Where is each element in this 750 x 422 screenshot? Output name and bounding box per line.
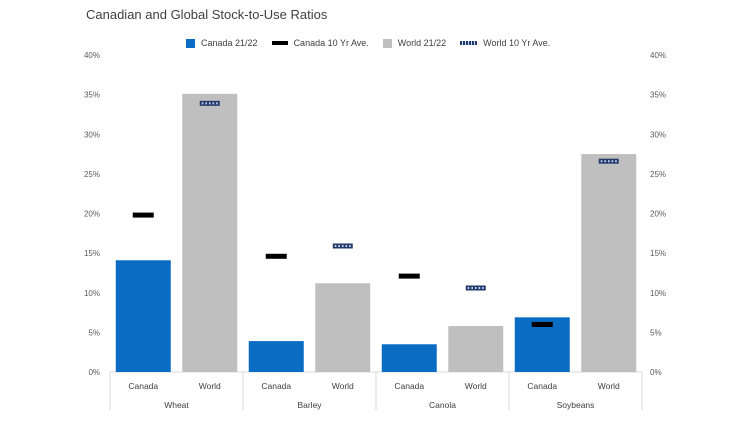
world-2122-bar-wheat <box>182 93 238 373</box>
world-10yr-marker-stipple <box>205 102 207 105</box>
x-group-label-soybeans: Soybeans <box>557 400 595 410</box>
x-sub-label-canada: Canada <box>128 381 158 391</box>
y-tick-label-left: 5% <box>88 328 100 337</box>
y-tick-label-right: 15% <box>650 249 666 258</box>
y-tick-label-left: 0% <box>88 368 100 377</box>
legend-item-canada-2122: Canada 21/22 <box>186 38 258 48</box>
canada-2122-bar-wheat <box>115 260 171 372</box>
world-10yr-marker-stipple <box>345 244 348 247</box>
world-10yr-marker-stipple <box>474 286 477 289</box>
legend-swatch-canada-10yr <box>271 41 288 45</box>
world-10yr-marker-stipple <box>208 102 211 105</box>
world-10yr-marker-stipple <box>604 160 606 163</box>
canada-2122-bar-barley <box>248 341 304 372</box>
world-10yr-marker-stipple <box>338 244 340 247</box>
x-sub-label-canada: Canada <box>394 381 424 391</box>
y-tick-label-left: 20% <box>84 210 100 219</box>
chart-title: Canadian and Global Stock-to-Use Ratios <box>86 7 328 22</box>
x-sub-label-canada: Canada <box>527 381 557 391</box>
y-tick-label-left: 30% <box>84 130 100 139</box>
world-10yr-marker-stipple <box>467 286 470 289</box>
x-group-label-wheat: Wheat <box>164 400 189 410</box>
x-sub-label-canada: Canada <box>261 381 291 391</box>
y-tick-label-left: 35% <box>84 91 100 100</box>
world-10yr-marker-stipple <box>478 286 481 289</box>
y-tick-label-right: 20% <box>650 210 666 219</box>
x-sub-label-world: World <box>199 381 221 391</box>
world-10yr-marker-stipple <box>341 244 344 247</box>
canada-10yr-marker-soybeans <box>531 321 553 327</box>
canada-10yr-marker-wheat <box>132 212 154 218</box>
canada-2122-bar-canola <box>381 344 437 372</box>
world-2122-bar-canola <box>448 326 504 372</box>
legend-item-world-2122: World 21/22 <box>382 38 447 48</box>
world-10yr-marker-stipple <box>615 160 617 163</box>
world-10yr-marker-stipple <box>607 160 610 163</box>
world-10yr-marker-stipple <box>482 286 484 289</box>
legend-item-world-10yr: World 10 Yr Ave. <box>460 38 550 48</box>
legend-swatch-canada-2122 <box>186 38 195 48</box>
legend-swatch-world-10yr <box>460 41 478 45</box>
world-10yr-marker-stipple <box>216 102 218 105</box>
legend-swatch-world-2122 <box>382 38 392 48</box>
world-10yr-marker-stipple <box>600 160 603 163</box>
x-group-label-barley: Barley <box>297 400 322 410</box>
legend-label-canada-2122: Canada 21/22 <box>201 38 258 48</box>
y-tick-label-right: 40% <box>650 51 666 60</box>
x-sub-label-world: World <box>465 381 487 391</box>
world-10yr-marker-stipple <box>201 102 204 105</box>
world-10yr-marker-stipple <box>471 286 473 289</box>
legend-item-canada-10yr: Canada 10 Yr Ave. <box>271 38 369 48</box>
legend-label-canada-10yr: Canada 10 Yr Ave. <box>293 38 369 48</box>
world-10yr-marker-stipple <box>611 160 614 163</box>
canada-10yr-marker-barley <box>265 253 287 259</box>
world-10yr-marker-stipple <box>349 244 351 247</box>
chart-legend: Canada 21/22 Canada 10 Yr Ave. World 21/… <box>186 36 564 50</box>
world-2122-bar-soybeans <box>581 154 637 372</box>
legend-label-world-2122: World 21/22 <box>397 38 447 48</box>
y-tick-label-right: 0% <box>650 368 662 377</box>
y-tick-label-right: 10% <box>650 289 666 298</box>
canada-10yr-marker-canola <box>398 273 420 279</box>
y-tick-label-left: 25% <box>84 170 100 179</box>
y-tick-label-right: 35% <box>650 91 666 100</box>
y-tick-label-right: 25% <box>650 170 666 179</box>
x-sub-label-world: World <box>598 381 620 391</box>
y-tick-label-right: 5% <box>650 328 662 337</box>
y-tick-label-right: 30% <box>650 130 666 139</box>
x-sub-label-world: World <box>332 381 354 391</box>
world-10yr-marker-stipple <box>212 102 215 105</box>
y-tick-label-left: 10% <box>84 289 100 298</box>
legend-label-world-10yr: World 10 Yr Ave. <box>483 38 551 48</box>
y-tick-label-left: 15% <box>84 249 100 258</box>
world-10yr-marker-stipple <box>334 244 337 247</box>
y-tick-label-left: 40% <box>84 51 100 60</box>
x-group-label-canola: Canola <box>429 400 456 410</box>
world-2122-bar-barley <box>315 283 371 372</box>
